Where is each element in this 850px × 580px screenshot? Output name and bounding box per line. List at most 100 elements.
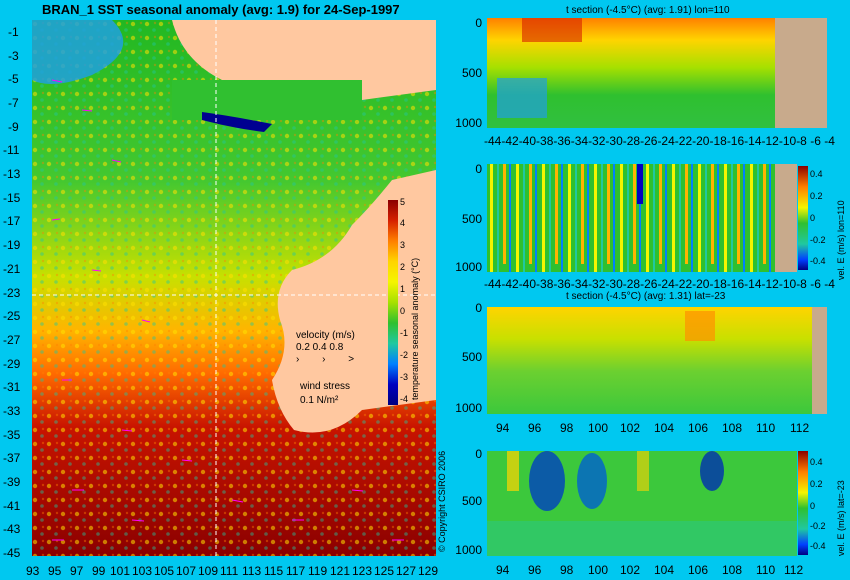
- panel2-xticks: -44-42-40-38-36-34-32-30-28-26-24-22-20-…: [484, 277, 844, 291]
- map-title: BRAN_1 SST seasonal anomaly (avg: 1.9) f…: [42, 2, 400, 17]
- panel2-colorbar: [798, 166, 808, 270]
- lat-tick: -29: [3, 357, 21, 371]
- lon-tick: 99: [92, 564, 106, 578]
- x-tick: -12: [761, 277, 779, 291]
- colorbar-tick: -0.4: [810, 256, 826, 266]
- x-tick: -42: [501, 134, 519, 148]
- lat-tick: -13: [3, 167, 21, 181]
- y-tick: 1000: [455, 401, 482, 415]
- lon-tick: 121: [330, 564, 351, 578]
- colorbar-tick: -1: [400, 328, 409, 338]
- x-tick: 110: [756, 421, 776, 435]
- x-tick: -14: [744, 277, 762, 291]
- lat-tick: -19: [3, 238, 21, 252]
- x-tick: -18: [709, 277, 727, 291]
- lat-tick: -21: [3, 262, 21, 276]
- y-tick: 500: [461, 66, 482, 80]
- x-tick: -22: [674, 277, 693, 291]
- x-tick: -4: [824, 277, 835, 291]
- wind-value: 0.1 N/m²: [300, 395, 339, 406]
- x-tick: -20: [692, 277, 710, 291]
- x-tick: -32: [588, 134, 606, 148]
- panel2-section: [487, 164, 797, 272]
- panel3-section: [487, 307, 827, 414]
- y-tick: 1000: [455, 116, 482, 130]
- lat-tick: -33: [3, 404, 21, 418]
- x-tick: -36: [553, 277, 571, 291]
- x-tick: -24: [657, 277, 675, 291]
- x-tick: 108: [722, 421, 743, 435]
- x-tick: 106: [688, 421, 709, 435]
- x-tick: -16: [726, 277, 745, 291]
- lat-tick: -1: [8, 25, 19, 39]
- colorbar-tick: -0.2: [810, 235, 826, 245]
- panel1-xticks: -44-42-40-38-36-34-32-30-28-26-24-22-20-…: [484, 134, 844, 148]
- x-tick: 110: [756, 563, 776, 577]
- colorbar-tick: 0: [400, 306, 406, 316]
- lon-tick: 127: [396, 564, 417, 578]
- colorbar-tick: 5: [400, 197, 406, 207]
- x-tick: 102: [620, 421, 641, 435]
- x-tick: -34: [570, 134, 589, 148]
- lon-tick: 93: [26, 564, 40, 578]
- panel2-colorbar-label: vel. E (m/s) lon=110: [836, 200, 846, 280]
- x-tick: -22: [674, 134, 693, 148]
- lat-tick: -3: [8, 49, 19, 63]
- x-tick: 102: [620, 563, 641, 577]
- x-tick: 98: [560, 563, 574, 577]
- x-tick: -14: [744, 134, 762, 148]
- colorbar-tick: -3: [400, 372, 409, 382]
- colorbar-tick: 1: [400, 284, 406, 294]
- x-tick: -26: [640, 134, 658, 148]
- x-tick: -8: [796, 134, 807, 148]
- x-tick: -12: [761, 134, 779, 148]
- x-tick: -10: [778, 277, 797, 291]
- x-tick: 112: [784, 563, 804, 577]
- x-tick: 100: [588, 563, 609, 577]
- colorbar-tick: -2: [400, 350, 409, 360]
- colorbar-tick: 0.4: [810, 457, 823, 467]
- x-tick: -44: [484, 134, 502, 148]
- panel1-section: [487, 18, 827, 128]
- lat-tick: -9: [8, 120, 19, 134]
- y-tick: 500: [461, 212, 482, 226]
- lat-tick: -5: [8, 72, 19, 86]
- lat-tick: -15: [3, 191, 21, 205]
- lon-tick: 117: [286, 564, 306, 578]
- colorbar-tick: 0.2: [810, 191, 823, 201]
- lat-tick: -17: [3, 214, 21, 228]
- lon-tick: 123: [352, 564, 373, 578]
- x-tick: -6: [810, 277, 821, 291]
- x-tick: -24: [657, 134, 675, 148]
- x-tick: -36: [553, 134, 571, 148]
- x-tick: -8: [796, 277, 807, 291]
- lat-tick: -41: [3, 499, 21, 513]
- x-tick: -26: [640, 277, 658, 291]
- x-tick: -38: [536, 134, 554, 148]
- lat-tick: -23: [3, 286, 21, 300]
- map-colorbar: [388, 200, 398, 405]
- lon-tick: 115: [264, 564, 284, 578]
- lat-tick: -37: [3, 451, 21, 465]
- wind-legend: wind stress 0.1 N/m²: [300, 380, 350, 408]
- y-tick: 0: [475, 162, 482, 176]
- lon-tick: 111: [220, 564, 239, 578]
- lat-tick: -27: [3, 333, 21, 347]
- y-tick: 1000: [455, 543, 482, 557]
- lon-tick: 95: [48, 564, 62, 578]
- lon-tick: 103: [132, 564, 153, 578]
- x-tick: -6: [810, 134, 821, 148]
- x-tick: -40: [518, 277, 537, 291]
- velocity-label: velocity (m/s): [296, 330, 355, 341]
- wind-label: wind stress: [300, 381, 351, 392]
- lon-tick: 97: [70, 564, 84, 578]
- lat-tick: -43: [3, 522, 21, 536]
- x-tick: -42: [501, 277, 519, 291]
- lon-tick: 129: [418, 564, 439, 578]
- y-tick: 0: [475, 301, 482, 315]
- colorbar-tick: 3: [400, 240, 406, 250]
- panel4-colorbar: [798, 451, 808, 555]
- colorbar-tick: -4: [400, 394, 409, 404]
- x-tick: 108: [722, 563, 743, 577]
- x-tick: -32: [588, 277, 606, 291]
